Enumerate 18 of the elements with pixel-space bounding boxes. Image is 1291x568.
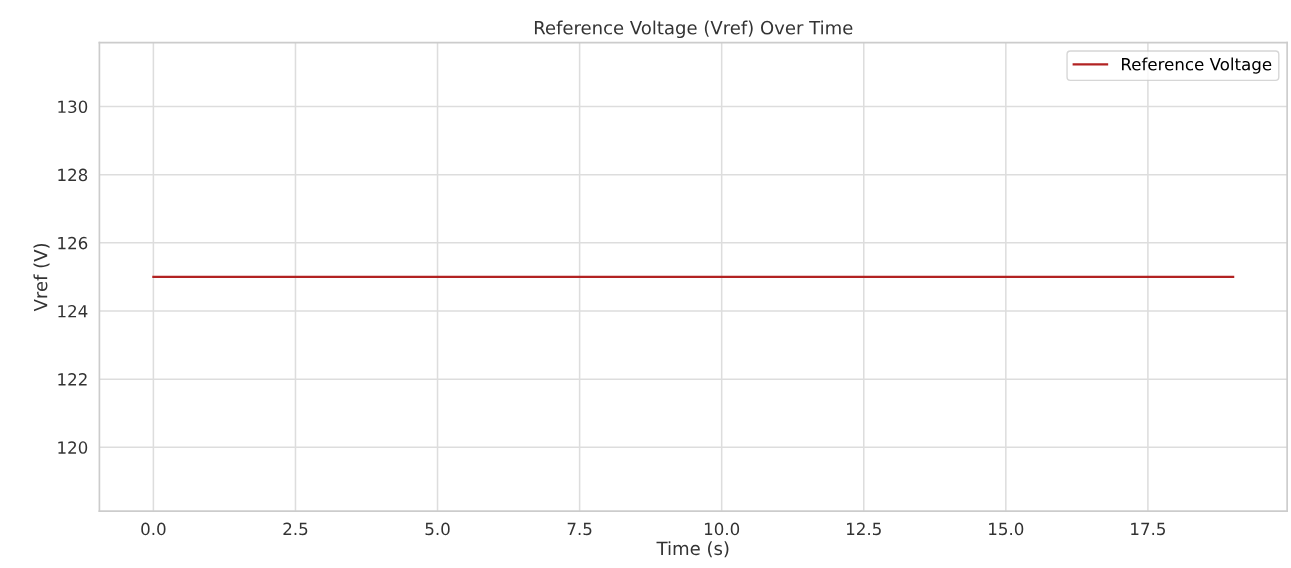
x-tick-label: 5.0 — [425, 522, 450, 536]
legend-label: Reference Voltage — [1122, 57, 1272, 74]
y-tick-label: 130 — [58, 100, 88, 114]
y-tick-label: 122 — [58, 373, 87, 386]
x-tick-label: 12.5 — [847, 522, 881, 536]
chart-title: Reference Voltage (Vref) Over Time — [534, 20, 853, 39]
y-tick-label: 124 — [58, 304, 88, 318]
y-tick-label: 128 — [58, 168, 88, 182]
x-tick-label: 10.0 — [704, 522, 740, 536]
y-axis-title: Vref (V) — [33, 243, 50, 312]
y-tick-label: 120 — [58, 441, 88, 454]
x-axis-title: Time (s) — [656, 541, 729, 558]
x-tick-label: 0.0 — [141, 522, 166, 536]
x-tick-label: 17.5 — [1131, 522, 1165, 536]
x-tick-label: 7.5 — [567, 522, 592, 536]
y-tick-label: 126 — [58, 236, 88, 250]
x-tick-label: 15.0 — [989, 522, 1024, 536]
x-tick-label: 2.5 — [283, 522, 308, 536]
